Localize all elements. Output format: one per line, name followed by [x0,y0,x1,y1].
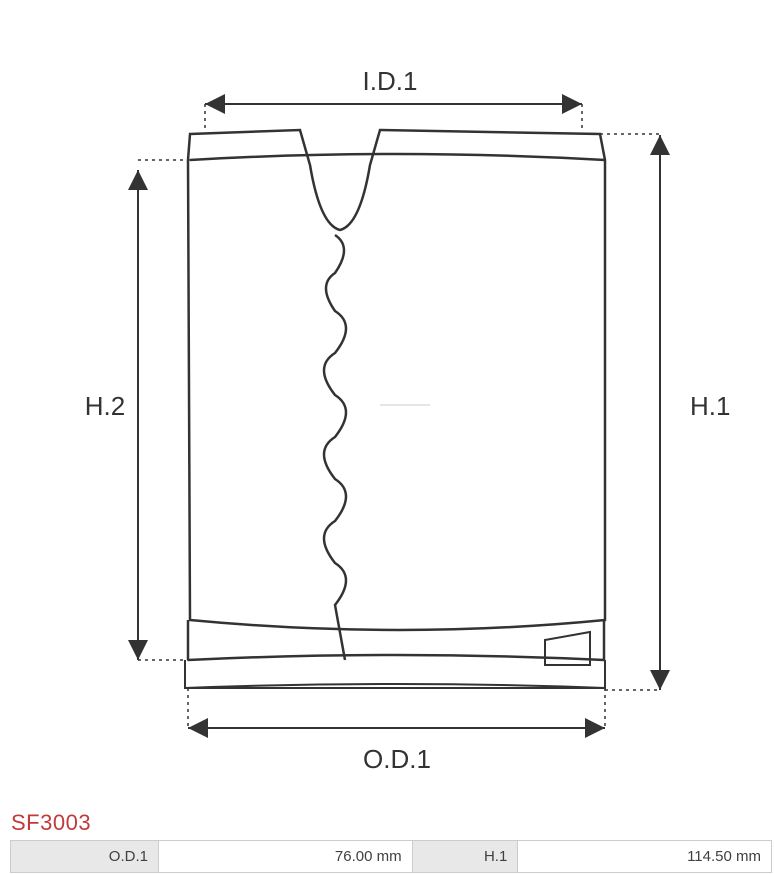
label-id1: I.D.1 [363,66,418,96]
filter-body [185,130,605,688]
label-od1: O.D.1 [363,744,431,774]
table-row: O.D.1 76.00 mm H.1 114.50 mm [11,841,772,873]
part-code: SF3003 [11,810,91,836]
label-h2: H.2 [85,391,125,421]
dim-label-cell: O.D.1 [11,841,159,873]
diagram-svg: I.D.1 H.2 H.1 O.D.1 [0,0,774,800]
dim-value-cell: 76.00 mm [158,841,412,873]
dimensions-table: O.D.1 76.00 mm H.1 114.50 mm [10,840,772,873]
dim-value-cell: 114.50 mm [518,841,772,873]
technical-diagram: I.D.1 H.2 H.1 O.D.1 [0,0,774,800]
label-h1: H.1 [690,391,730,421]
dim-label-cell: H.1 [412,841,518,873]
